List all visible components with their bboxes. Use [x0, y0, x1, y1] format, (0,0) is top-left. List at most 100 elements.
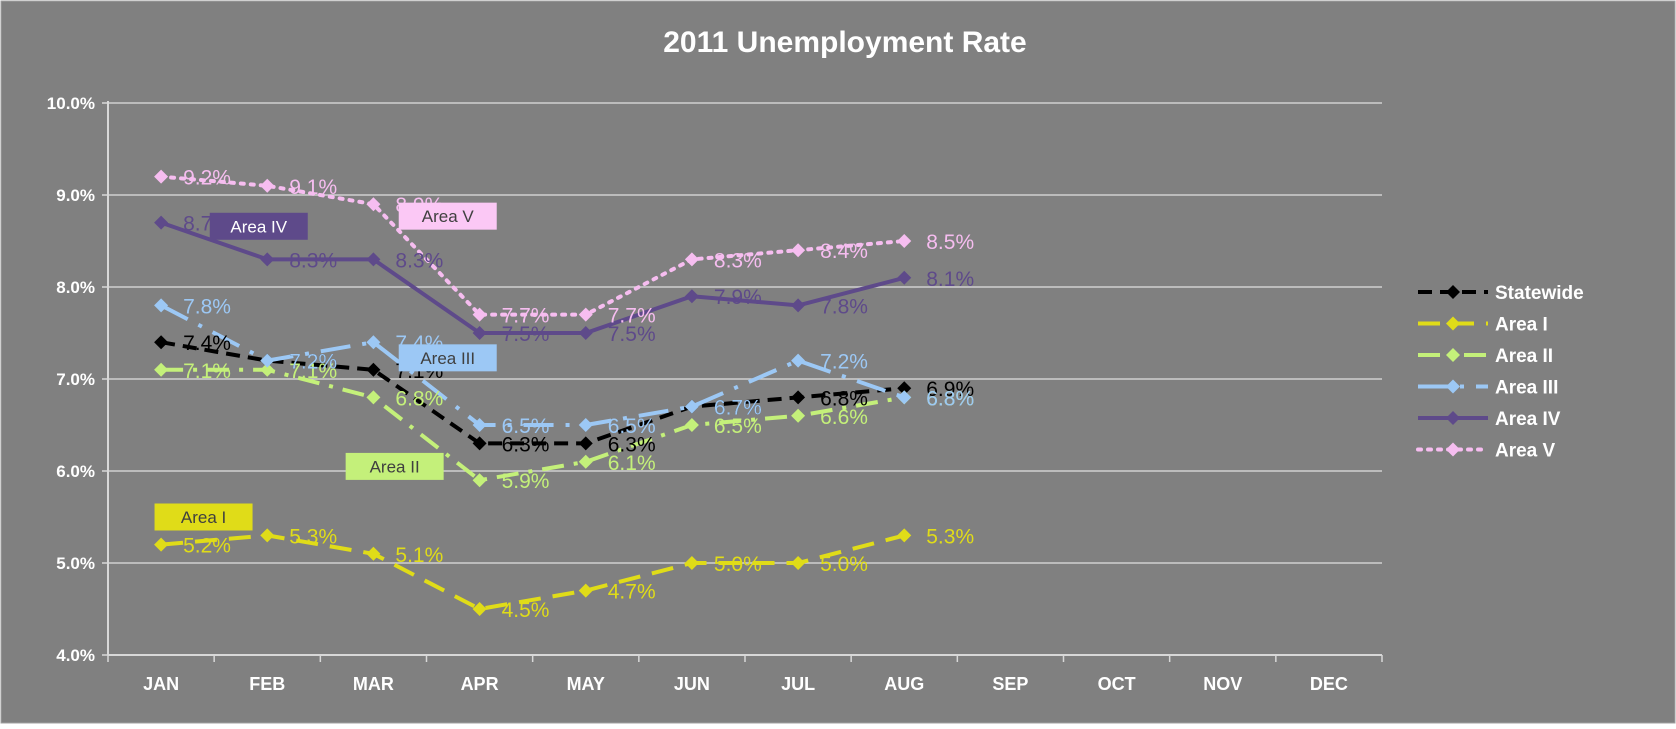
x-tick-label: NOV — [1203, 674, 1242, 694]
data-point-area-v — [366, 197, 381, 212]
data-point-area-ii — [684, 418, 699, 432]
data-point-area-iii — [154, 298, 169, 313]
data-point-area-i — [472, 602, 487, 616]
x-tick-label: AUG — [884, 674, 924, 694]
x-tick-label: MAY — [567, 674, 605, 694]
series-lines — [154, 169, 912, 616]
callout-box-area-iii — [398, 344, 497, 372]
data-label-statewide: 7.4% — [183, 332, 231, 355]
data-label-statewide: 7.2% — [289, 351, 337, 374]
data-point-area-iii — [791, 353, 806, 368]
data-label-area-ii: 6.8% — [926, 387, 974, 410]
data-label-area-ii: 6.5% — [714, 415, 762, 438]
y-tick-label: 10.0% — [47, 94, 95, 113]
data-label-area-iii: 7.2% — [289, 351, 337, 374]
legend: Statewide Area I Area II Area III Area IV Are… — [1416, 283, 1584, 462]
y-tick-label: 4.0% — [56, 646, 95, 665]
data-point-area-i — [897, 528, 912, 543]
data-point-area-v — [684, 252, 699, 267]
series-line-area-iv — [160, 220, 905, 335]
data-point-area-v — [260, 178, 275, 193]
data-point-area-i — [578, 583, 593, 598]
data-point-area-iii — [897, 390, 912, 405]
x-tick-label: JAN — [143, 674, 179, 694]
callout-label-area-iv: Area IV — [230, 217, 287, 236]
data-label-area-iii: 6.5% — [502, 415, 550, 438]
data-label-area-iii: 7.8% — [183, 295, 231, 318]
data-point-area-iv — [897, 270, 912, 285]
y-tick-label: 7.0% — [56, 370, 95, 389]
data-label-area-i: 4.5% — [502, 599, 550, 622]
legend-marker-area-ii — [1446, 348, 1460, 362]
data-label-area-ii: 5.9% — [502, 470, 550, 493]
data-point-area-i — [260, 528, 275, 543]
legend-label-area-iv: Area IV — [1495, 409, 1561, 430]
data-point-area-iii — [472, 418, 487, 432]
x-tick-label: DEC — [1310, 674, 1348, 694]
legend-marker-area-iv — [1446, 411, 1460, 425]
data-label-area-i: 5.3% — [926, 525, 974, 548]
data-label-area-iv: 8.3% — [395, 249, 443, 272]
data-point-area-iii — [684, 399, 699, 414]
data-label-area-ii: 7.1% — [289, 360, 337, 383]
callout-box-area-v — [398, 202, 497, 230]
data-label-area-i: 5.1% — [395, 544, 443, 567]
data-point-area-iii — [578, 418, 593, 432]
data-point-area-i — [791, 556, 806, 570]
data-label-area-v: 8.4% — [820, 240, 868, 263]
data-point-area-v — [897, 234, 912, 248]
legend-marker-area-iii — [1446, 379, 1460, 394]
data-label-statewide: 6.3% — [502, 433, 550, 456]
data-point-area-ii — [578, 454, 593, 469]
y-tick-label: 9.0% — [56, 186, 95, 205]
callout-label-area-ii: Area II — [370, 457, 420, 476]
data-point-statewide — [791, 390, 806, 405]
data-label-statewide: 6.8% — [820, 387, 868, 410]
data-label-statewide: 6.9% — [926, 378, 974, 401]
data-point-area-iv — [260, 252, 275, 267]
callout-label-area-i: Area I — [181, 508, 226, 527]
x-tick-label: JUL — [781, 674, 815, 694]
data-label-area-v: 8.5% — [926, 231, 974, 254]
legend-label-area-ii: Area II — [1495, 346, 1553, 367]
data-point-area-iii — [366, 335, 381, 350]
data-point-area-v — [791, 243, 806, 258]
data-point-area-ii — [366, 390, 381, 405]
data-label-area-ii: 6.8% — [395, 387, 443, 410]
data-label-statewide: 6.3% — [608, 433, 656, 456]
y-tick-label: 5.0% — [56, 554, 95, 573]
data-point-area-ii — [472, 473, 487, 488]
data-label-area-v: 7.7% — [502, 305, 550, 328]
data-point-area-i — [154, 537, 169, 552]
series-line-area-v — [159, 174, 907, 317]
data-point-statewide — [154, 335, 169, 350]
data-label-area-v: 8.3% — [714, 249, 762, 272]
series-line-area-iii — [160, 303, 905, 427]
data-label-area-iv: 7.5% — [608, 323, 656, 346]
callout-label-area-iii: Area III — [420, 349, 475, 368]
x-tick-label: FEB — [249, 674, 285, 694]
data-point-statewide — [578, 436, 593, 451]
data-label-area-i: 5.3% — [289, 525, 337, 548]
callout-box-area-iv — [209, 212, 308, 240]
data-label-area-iv: 7.8% — [820, 295, 868, 318]
x-tick-label: APR — [461, 674, 499, 694]
x-tick-label: SEP — [992, 674, 1028, 694]
data-point-area-iv — [791, 298, 806, 313]
data-point-area-iv — [578, 326, 593, 340]
data-label-area-v: 9.1% — [289, 176, 337, 199]
data-label-area-ii: 6.1% — [608, 452, 656, 475]
x-tick-label: JUN — [674, 674, 710, 694]
data-label-area-iii: 7.2% — [820, 351, 868, 374]
data-point-area-ii — [260, 362, 275, 377]
callout-box-area-i — [154, 503, 253, 531]
x-tick-label: MAR — [353, 674, 394, 694]
axes: 4.0% 5.0% 6.0% 7.0% 8.0% 9.0% 10.0% JAN FEB MAR AP… — [47, 94, 1383, 694]
data-label-area-ii: 7.1% — [183, 360, 231, 383]
data-point-area-iv — [472, 326, 487, 340]
data-point-statewide — [897, 381, 912, 396]
data-labels: 7.4%7.2%7.1%6.3%6.3%6.7%6.8%6.9%5.2%5.3%… — [183, 167, 974, 622]
data-label-area-v: 9.2% — [183, 167, 231, 190]
legend-label-area-i: Area I — [1495, 315, 1548, 336]
